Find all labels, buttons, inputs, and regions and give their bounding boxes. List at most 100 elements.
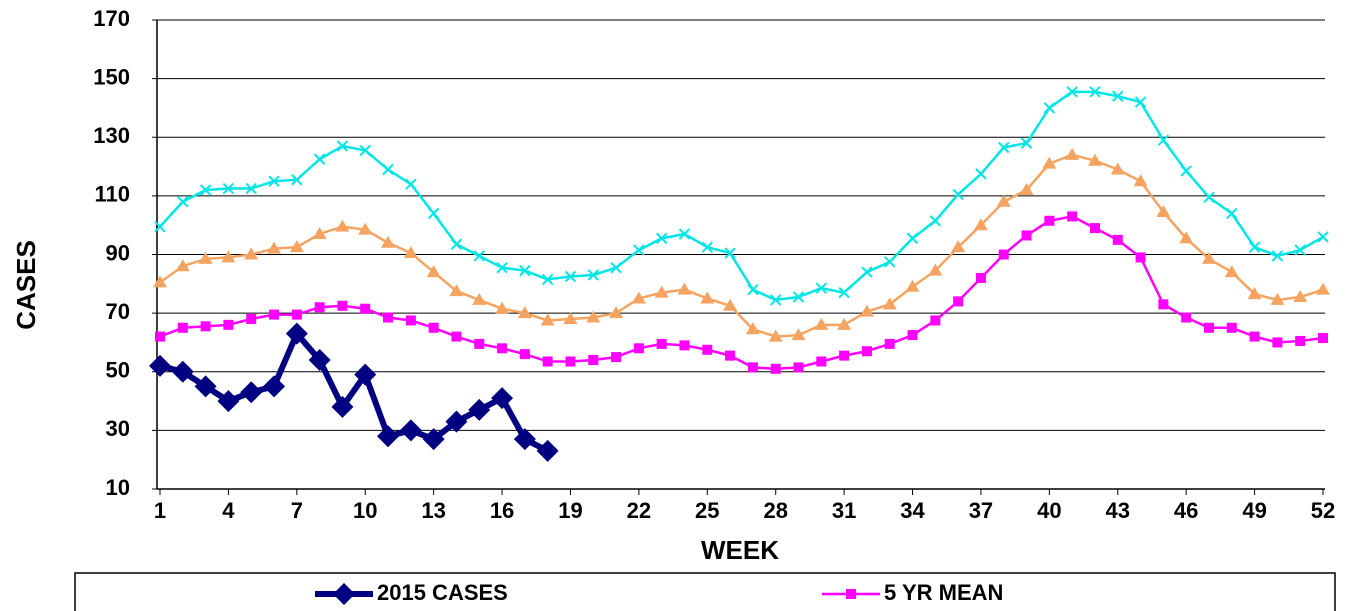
data-point: [428, 322, 439, 333]
data-point: [223, 319, 234, 330]
data-point: [171, 360, 194, 383]
y-axis-label: CASES: [11, 240, 41, 330]
data-point: [1089, 86, 1101, 98]
data-point: [519, 264, 531, 277]
data-point: [702, 344, 713, 355]
x-tick-label: 46: [1174, 498, 1198, 523]
data-point: [586, 310, 601, 323]
data-point: [263, 375, 286, 398]
data-point: [1316, 282, 1330, 295]
data-point: [884, 256, 896, 268]
y-tick-label: 30: [106, 416, 130, 441]
data-point: [1158, 299, 1169, 310]
data-point: [541, 273, 554, 286]
data-point: [610, 261, 622, 274]
data-point: [1112, 234, 1123, 245]
data-point: [882, 297, 897, 310]
data-point: [723, 298, 738, 311]
data-point: [517, 306, 532, 319]
data-point: [267, 241, 282, 254]
series-line: [159, 215, 1324, 371]
data-point: [724, 247, 736, 259]
series-line: [159, 90, 1324, 302]
data-point: [451, 331, 462, 342]
data-point: [861, 346, 872, 357]
x-tick-label: 4: [222, 498, 235, 523]
data-point: [1065, 147, 1080, 160]
data-point: [149, 354, 171, 377]
data-point: [422, 428, 445, 451]
data-point: [450, 238, 463, 250]
data-point: [1203, 191, 1215, 204]
legend-marker: [333, 583, 355, 605]
y-tick-label: 110: [95, 182, 131, 207]
legend-box: [74, 572, 1336, 611]
x-tick-label: 1: [154, 498, 166, 523]
x-tick-label: 22: [627, 498, 651, 523]
data-point: [1180, 165, 1192, 177]
data-point: [449, 284, 464, 297]
y-tick-label: 10: [106, 475, 130, 500]
data-point: [679, 340, 690, 351]
data-point: [725, 350, 736, 361]
y-tick-label: 70: [106, 299, 130, 324]
data-point: [308, 349, 331, 372]
data-point: [792, 291, 805, 303]
data-point: [859, 304, 874, 317]
data-point: [377, 425, 400, 448]
data-point: [153, 275, 167, 288]
data-point: [907, 330, 918, 341]
data-point: [244, 247, 259, 260]
data-point: [1066, 86, 1078, 98]
data-point: [769, 294, 782, 306]
data-point: [1293, 290, 1308, 303]
data-point: [513, 428, 536, 451]
data-point: [472, 292, 487, 305]
data-point: [1224, 265, 1239, 278]
data-point: [768, 329, 783, 342]
data-point: [1181, 312, 1192, 323]
data-point: [952, 188, 964, 201]
data-point: [996, 194, 1011, 207]
data-point: [611, 352, 622, 363]
x-tick-label: 37: [969, 498, 993, 523]
data-point: [654, 285, 669, 298]
data-point: [177, 196, 189, 208]
data-point: [884, 338, 895, 349]
data-point: [313, 153, 326, 165]
data-point: [1226, 322, 1237, 333]
data-point: [929, 215, 942, 227]
data-point: [536, 439, 559, 462]
data-point: [360, 303, 371, 314]
data-point: [1270, 292, 1285, 305]
data-point: [793, 362, 804, 373]
data-point: [815, 282, 828, 294]
data-point: [359, 144, 371, 157]
x-tick-label: 16: [490, 498, 514, 523]
data-point: [358, 222, 373, 235]
data-point: [678, 228, 691, 240]
data-point: [998, 249, 1009, 260]
data-point: [587, 269, 599, 281]
data-point: [816, 356, 827, 367]
data-point: [331, 395, 354, 418]
data-point: [383, 312, 394, 323]
data-point: [1112, 90, 1124, 102]
data-point: [291, 309, 302, 320]
data-point: [700, 291, 715, 304]
x-tick-label: 10: [353, 498, 377, 523]
data-point: [973, 218, 988, 231]
data-point: [155, 331, 165, 342]
data-point: [1135, 252, 1146, 263]
data-point: [474, 338, 485, 349]
data-point: [1019, 183, 1034, 196]
x-tick-label: 49: [1242, 498, 1266, 523]
data-point: [791, 328, 806, 341]
data-point: [747, 283, 759, 296]
series-line: [159, 330, 550, 454]
data-point: [656, 338, 667, 349]
y-tick-label: 90: [106, 240, 130, 265]
data-point: [839, 350, 850, 361]
data-point: [564, 270, 577, 283]
data-point: [975, 272, 986, 283]
